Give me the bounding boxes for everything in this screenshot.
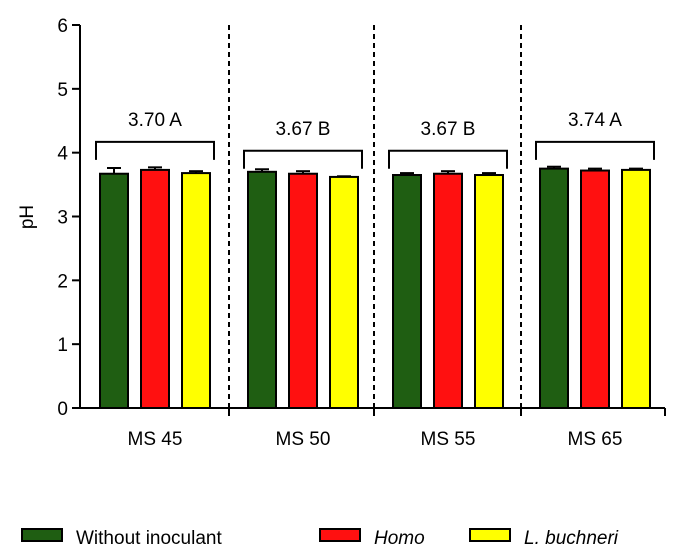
legend-swatch — [469, 528, 511, 542]
y-tick-label: 1 — [57, 335, 68, 356]
y-tick-label: 4 — [57, 144, 68, 165]
bar — [621, 168, 651, 409]
category-separators — [228, 25, 522, 408]
bars — [99, 165, 651, 409]
bar — [392, 174, 422, 409]
y-tick-label: 0 — [57, 399, 68, 420]
legend-label: Without inoculant — [76, 528, 222, 549]
bar — [580, 169, 610, 409]
x-category-label: MS 65 — [568, 429, 623, 450]
bar — [539, 167, 569, 409]
legend-label: L. buchneri — [524, 528, 619, 549]
significance-bracket — [243, 149, 363, 169]
bar — [247, 170, 277, 409]
bar — [140, 168, 170, 409]
significance-label: 3.67 B — [276, 119, 331, 140]
significance-bracket — [95, 140, 215, 160]
bar — [474, 174, 504, 409]
y-axis-title: pH — [17, 205, 38, 229]
bar — [329, 175, 359, 409]
x-category-label: MS 50 — [276, 429, 331, 450]
x-category-label: MS 45 — [128, 429, 183, 450]
bar — [288, 172, 318, 409]
significance-label: 3.67 B — [421, 119, 476, 140]
y-tick-label: 2 — [57, 271, 68, 292]
bar — [181, 172, 211, 409]
bar — [99, 172, 129, 409]
annotations: 3.70 A 3.67 B 3.67 B 3.74 A — [95, 110, 655, 169]
axes: 0 1 2 3 4 5 6 MS 45 MS 50 MS 55 MS 65 — [57, 16, 666, 450]
legend-label: Homo — [374, 528, 425, 549]
significance-label: 3.74 A — [568, 110, 622, 131]
significance-label: 3.70 A — [128, 110, 182, 131]
y-tick-label: 6 — [57, 16, 68, 37]
significance-bracket — [535, 140, 655, 160]
y-tick-label: 3 — [57, 208, 68, 229]
legend-swatch — [21, 528, 63, 542]
x-category-label: MS 55 — [421, 429, 476, 450]
legend-swatch — [319, 528, 361, 542]
legend: Without inoculant Homo L. buchneri — [21, 528, 619, 549]
significance-bracket — [388, 149, 508, 169]
y-tick-label: 5 — [57, 80, 68, 101]
bar — [433, 172, 463, 409]
